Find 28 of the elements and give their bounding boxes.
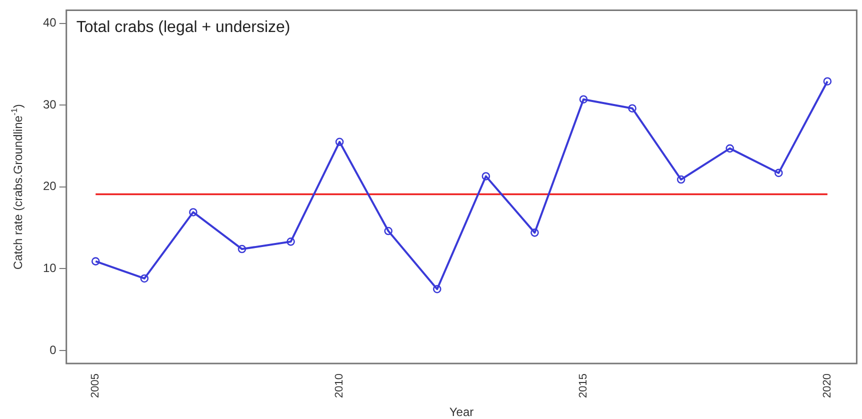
point [482, 172, 490, 180]
point [286, 238, 295, 246]
x-tick-label: 2010 [334, 374, 346, 398]
point [579, 95, 588, 104]
text: Total crabs (legal + undersize) [76, 19, 290, 36]
y-tick-label: 0 [50, 342, 57, 357]
point [91, 257, 100, 266]
y-tick-label: 40 [42, 16, 57, 30]
point [628, 104, 636, 112]
point [676, 175, 686, 184]
y-tick-label: 10 [42, 260, 57, 275]
point [530, 228, 539, 237]
point [384, 226, 392, 236]
x-tick-label: 2020 [821, 374, 834, 398]
point [238, 244, 246, 254]
x-tick-label: 2005 [90, 374, 102, 398]
x-axis-title: Year [449, 405, 474, 419]
x-tick-label: 2015 [578, 374, 590, 398]
point [335, 138, 344, 146]
y-axis-title: Catch rate (crabs.Groundline-1) [9, 104, 25, 270]
point [432, 284, 442, 294]
point [726, 144, 734, 153]
y-tick-label: 20 [42, 179, 57, 194]
point [189, 208, 198, 216]
point [140, 274, 149, 283]
point [774, 168, 783, 178]
point [823, 77, 832, 86]
y-tick-label: 30 [42, 97, 57, 112]
